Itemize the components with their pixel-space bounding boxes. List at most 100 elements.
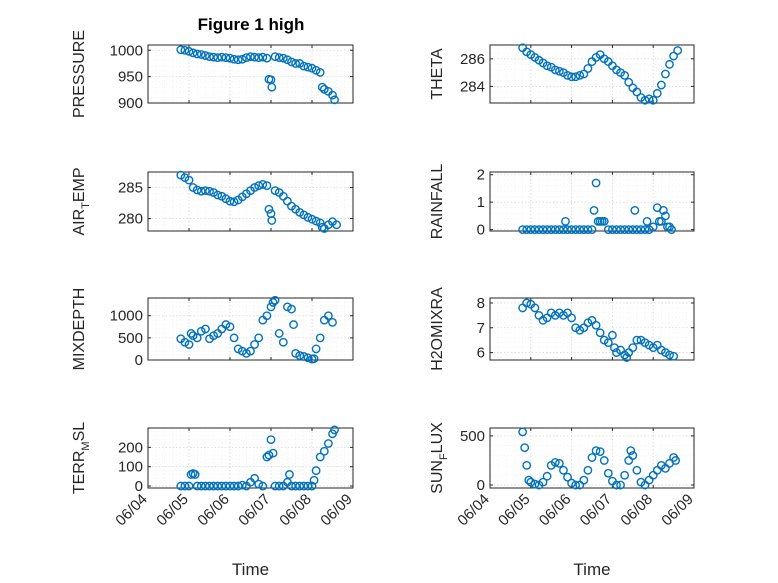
y-axis-label-base: AIR (71, 209, 88, 236)
subplot-sun-flux: 06/04 06/05 06/06 06/07 06/08 06/09 0 500 SUNFLU… (429, 422, 697, 579)
data-point (205, 481, 214, 491)
data-point (258, 52, 268, 62)
data-point (217, 481, 227, 491)
y-axis-label: MIXDEPTH (71, 288, 88, 371)
data-point (229, 197, 239, 207)
data-point (546, 225, 556, 235)
y-axis-label-suffix: LUX (429, 422, 446, 453)
data-point (270, 295, 280, 305)
data-point (192, 49, 202, 59)
data-point (612, 480, 621, 490)
y-tick-label: 284 (460, 78, 485, 95)
data-point (287, 481, 296, 491)
data-point (262, 452, 272, 462)
data-point (190, 470, 200, 479)
data-point (299, 481, 309, 491)
plot-border (489, 297, 695, 361)
subplot-air-temp: 280 285 AIRTEMP (71, 167, 354, 236)
data-point (550, 458, 560, 467)
y-tick-label: 0 (135, 352, 143, 369)
data-point (591, 320, 601, 330)
data-point (246, 52, 255, 61)
y-tick-label: 6 (477, 345, 485, 362)
data-point (542, 471, 552, 481)
y-tick-label: 500 (118, 330, 143, 347)
data-point (518, 225, 528, 235)
data-point (648, 95, 658, 105)
data-point (603, 225, 613, 235)
data-point (652, 88, 662, 98)
plot-area (489, 427, 695, 489)
x-tick-label: 06/09 (658, 491, 697, 530)
data-point (278, 337, 288, 347)
data-point (229, 481, 239, 491)
data-point (620, 70, 630, 80)
data-point (530, 479, 540, 489)
plot-border (147, 297, 354, 361)
x-tick-label: 06/08 (617, 491, 656, 530)
data-point (567, 478, 576, 488)
y-tick-label: 7 (477, 320, 485, 337)
data-point (554, 66, 564, 76)
data-point (299, 61, 309, 71)
data-point (661, 211, 670, 221)
data-point (262, 311, 272, 321)
data-point (311, 466, 321, 475)
data-point (267, 82, 277, 92)
data-point (184, 340, 194, 349)
plot-border (147, 427, 354, 489)
plot-area (147, 44, 354, 104)
data-point (311, 344, 321, 354)
x-tick-label: 06/06 (194, 491, 233, 530)
data-point (209, 52, 219, 62)
data-point (278, 53, 288, 63)
data-point (311, 216, 321, 226)
data-point (237, 480, 247, 490)
data-point (309, 475, 319, 485)
x-tick-label: 06/08 (276, 491, 315, 530)
data-point (656, 80, 666, 90)
data-point (241, 53, 251, 63)
data-point (291, 481, 300, 491)
data-point (323, 439, 333, 448)
data-point (530, 225, 540, 235)
data-point (587, 453, 597, 462)
data-point (559, 465, 568, 475)
data-point (630, 206, 640, 215)
data-point (571, 72, 581, 82)
data-point (332, 220, 341, 230)
data-point (188, 48, 198, 58)
data-point (550, 225, 560, 235)
data-point (563, 472, 572, 482)
plot-border (147, 171, 354, 232)
plot-border (489, 427, 695, 489)
data-point (583, 64, 593, 73)
data-point (225, 481, 235, 491)
data-point (274, 481, 284, 491)
data-point (669, 351, 678, 361)
y-axis-label: THETA (429, 48, 446, 100)
y-tick-label: 280 (118, 211, 143, 228)
data-point (628, 225, 638, 235)
data-point (542, 61, 552, 71)
y-tick-label: 1000 (110, 42, 143, 59)
data-point (180, 45, 190, 55)
data-point (213, 190, 223, 200)
data-point (659, 206, 668, 215)
data-point (583, 465, 593, 475)
plot-border (147, 44, 354, 104)
data-point (213, 481, 223, 491)
x-tick-label: 06/09 (317, 491, 356, 530)
data-point (254, 53, 264, 63)
x-tick-label: 06/05 (495, 491, 534, 530)
y-tick-label: 100 (118, 459, 143, 476)
data-point (538, 225, 548, 235)
data-point (518, 427, 528, 437)
y-axis-label: RAINFALL (429, 164, 446, 240)
data-point (274, 53, 284, 63)
x-tick-label: 06/04 (454, 491, 493, 530)
data-point (268, 298, 278, 307)
data-point (526, 477, 536, 487)
data-point (225, 196, 235, 206)
data-point (665, 350, 674, 360)
